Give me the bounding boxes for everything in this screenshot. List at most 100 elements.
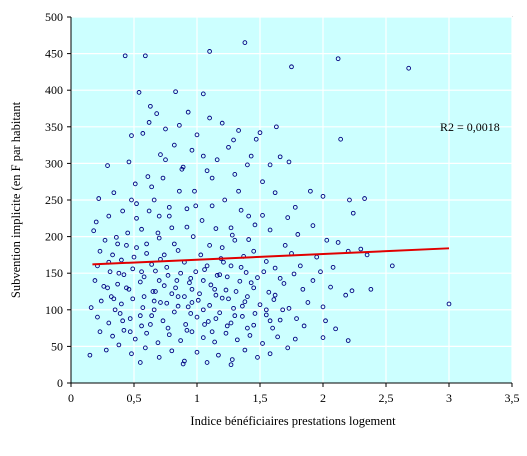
scatter-point [240, 303, 245, 309]
scatter-point [151, 197, 157, 203]
scatter-point [105, 163, 110, 168]
scatter-point [139, 323, 144, 329]
scatter-point [270, 325, 275, 331]
scatter-point [243, 270, 249, 275]
scatter-point [200, 278, 206, 283]
scatter-point [125, 230, 131, 236]
scatter-point [153, 289, 158, 294]
scatter-point [226, 296, 231, 302]
scatter-point [193, 203, 199, 209]
scatter-point [233, 289, 239, 294]
y-tick-label: 200 [45, 230, 63, 244]
scatter-point [127, 316, 133, 321]
scatter-point [155, 340, 161, 346]
scatter-point [180, 164, 186, 170]
scatter-point [175, 303, 181, 309]
scatter-point [132, 336, 138, 342]
scatter-point [208, 282, 214, 288]
scatter-point [224, 274, 230, 280]
scatter-point [146, 208, 152, 214]
scatter-point [222, 197, 228, 203]
scatter-point [151, 307, 157, 313]
scatter-point [207, 115, 212, 121]
scatter-point [142, 53, 148, 59]
scatter-point [229, 357, 235, 362]
scatter-point [362, 196, 367, 201]
scatter-point [130, 266, 136, 272]
scatter-point [154, 111, 160, 116]
scatter-point [237, 278, 243, 284]
scatter-point [112, 307, 118, 313]
scatter-point [238, 207, 244, 213]
scatter-point [92, 278, 98, 283]
scatter-point [260, 179, 265, 185]
scatter-point [163, 126, 168, 132]
scatter-point [95, 314, 100, 320]
scatter-point [88, 305, 94, 310]
scatter-point [310, 223, 316, 228]
scatter-point [232, 172, 238, 177]
scatter-point [226, 144, 231, 150]
scatter-point [194, 314, 200, 320]
scatter-point [194, 132, 200, 138]
x-tick-label: 3 [446, 391, 452, 405]
scatter-point [274, 124, 279, 130]
scatter-point [173, 285, 178, 291]
scatter-point [266, 289, 272, 295]
scatter-point [121, 272, 127, 278]
scatter-point [171, 309, 177, 315]
scatter-point [132, 181, 138, 187]
scatter-point [286, 159, 292, 165]
scatter-point [97, 248, 103, 254]
scatter-point [129, 351, 134, 357]
scatter-point [272, 292, 278, 298]
scatter-point [286, 305, 292, 311]
scatter-point [140, 131, 146, 136]
scatter-point [245, 294, 250, 299]
scatter-point [136, 90, 142, 95]
scatter-point [144, 251, 149, 256]
scatter-point [145, 174, 151, 179]
scatter-point [107, 269, 113, 275]
scatter-point [297, 263, 303, 269]
scatter-point [111, 190, 117, 196]
scatter-point [115, 241, 120, 247]
scatter-point [122, 53, 128, 59]
scatter-point [200, 335, 206, 340]
scatter-point [195, 297, 201, 303]
scatter-point [164, 300, 170, 306]
y-tick-label: 50 [51, 339, 63, 353]
scatter-point [223, 287, 229, 293]
x-axis-ticks: 0 0,5 1 1,5 2 2,5 3 3,5 [68, 383, 520, 405]
scatter-point [228, 320, 234, 326]
scatter-point [242, 299, 248, 305]
scatter-point [224, 323, 230, 329]
scatter-point [177, 188, 182, 194]
scatter-point [204, 168, 210, 174]
scatter-point [213, 292, 219, 298]
scatter-point [199, 218, 205, 223]
scatter-point [216, 352, 221, 358]
scatter-point [204, 360, 210, 365]
scatter-point [142, 345, 148, 351]
scatter-point [308, 188, 313, 194]
scatter-point [140, 305, 146, 310]
scatter-point [137, 313, 143, 319]
scatter-point [294, 316, 299, 321]
scatter-point [214, 273, 220, 278]
scatter-point [267, 227, 273, 233]
scatter-point [207, 49, 212, 54]
scatter-point [120, 208, 126, 214]
scatter-point [335, 56, 341, 62]
scatter-point [263, 259, 269, 264]
scatter-point [277, 275, 283, 281]
scatter-point [275, 334, 280, 340]
scatter-point [213, 316, 219, 321]
scatter-point [247, 333, 253, 338]
scatter-point [255, 275, 260, 280]
scatter-point [103, 347, 109, 353]
scatter-point [260, 341, 265, 346]
scatter-point [158, 152, 163, 157]
scatter-point [131, 254, 137, 260]
scatter-point [127, 329, 133, 335]
